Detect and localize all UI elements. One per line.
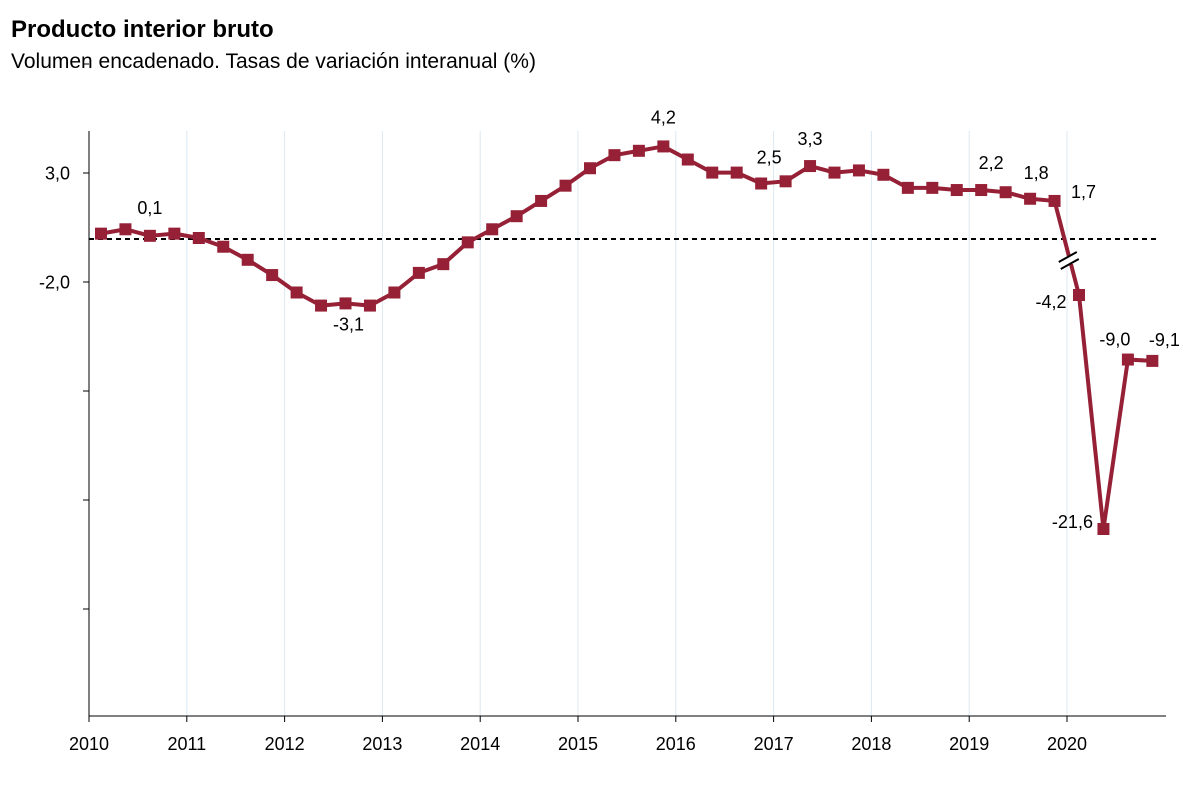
data-point <box>535 194 548 207</box>
data-point <box>901 181 914 194</box>
data-label: 1,8 <box>1024 163 1049 183</box>
data-point <box>877 168 890 181</box>
data-point <box>804 160 817 173</box>
data-point <box>388 286 401 299</box>
chart-axes: 2010 2011 2012 2013 2014 2015 2016 2017 2018 2019… <box>39 63 1166 754</box>
data-point <box>461 236 474 249</box>
data-point <box>437 258 450 271</box>
chart-subtitle: Volumen encadenado. Tasas de variación i… <box>11 50 536 73</box>
data-point <box>926 181 939 194</box>
data-label: -3,1 <box>333 315 364 335</box>
data-point <box>1073 289 1085 301</box>
data-point <box>266 269 279 282</box>
data-label: 2,5 <box>757 148 782 168</box>
data-point <box>1024 192 1037 205</box>
data-point <box>241 253 254 266</box>
data-label: -21,6 <box>1052 512 1093 532</box>
vertical-gridlines <box>186 131 1068 716</box>
data-label: 3,3 <box>798 129 823 149</box>
data-point <box>706 166 719 179</box>
data-point <box>975 184 988 197</box>
data-point <box>95 227 107 240</box>
x-tick-label-2019: 2019 <box>949 734 989 754</box>
x-tick-label-2018: 2018 <box>851 734 891 754</box>
data-point <box>315 299 328 312</box>
data-point <box>510 210 523 223</box>
data-label: -9,0 <box>1099 330 1130 350</box>
data-point <box>143 229 156 242</box>
data-point <box>755 177 768 190</box>
data-point <box>559 179 572 192</box>
chart-title: Producto interior bruto <box>11 16 274 43</box>
x-tick-label-2015: 2015 <box>558 734 598 754</box>
data-point <box>339 297 352 310</box>
data-point <box>730 166 743 179</box>
series-line <box>100 144 1153 531</box>
data-label: 4,2 <box>651 107 676 127</box>
data-point <box>1097 523 1110 535</box>
data-point <box>217 240 230 253</box>
axis-break-gap <box>1060 256 1077 264</box>
x-tick-label-2014: 2014 <box>460 734 500 754</box>
data-point <box>119 223 132 236</box>
x-tick-label-2020: 2020 <box>1047 734 1087 754</box>
data-point <box>1121 353 1134 366</box>
data-point <box>192 232 205 244</box>
axis-break-stroke <box>1058 251 1078 263</box>
gdp-series <box>95 140 1159 535</box>
x-tick-label-2013: 2013 <box>362 734 402 754</box>
x-tick-label-2016: 2016 <box>656 734 696 754</box>
data-point <box>950 184 963 197</box>
x-tick-label-2010: 2010 <box>69 734 109 754</box>
data-label: 2,2 <box>979 153 1004 173</box>
data-labels: 0,1 -3,1 4,2 2,5 3,3 2,2 1,8 1,7 -4,2 -21,6 -9,0 -9… <box>137 107 1179 532</box>
data-point <box>828 166 841 179</box>
data-label: -4,2 <box>1035 292 1066 312</box>
data-point <box>1146 354 1159 367</box>
data-label: -9,1 <box>1149 330 1180 350</box>
data-point <box>412 266 425 279</box>
data-point <box>852 164 865 177</box>
data-point <box>632 144 645 157</box>
y-tick-label: -2,0 <box>39 273 70 293</box>
data-point <box>681 153 694 166</box>
axis-break-mark <box>1058 251 1080 270</box>
data-point <box>290 286 303 299</box>
data-point <box>1048 194 1061 207</box>
x-tick-label-2012: 2012 <box>265 734 305 754</box>
data-label: 0,1 <box>137 198 162 218</box>
data-point <box>168 227 181 240</box>
data-point <box>363 299 376 312</box>
data-point <box>608 149 621 162</box>
data-label: 1,7 <box>1071 182 1096 202</box>
data-point <box>779 175 792 188</box>
data-point <box>486 223 499 236</box>
data-point <box>584 162 596 175</box>
x-tick-label-2011: 2011 <box>167 734 206 754</box>
x-tick-label-2017: 2017 <box>754 734 794 754</box>
data-point <box>999 186 1012 199</box>
axis-break-stroke <box>1060 258 1080 270</box>
y-tick-label: 3,0 <box>45 164 70 184</box>
data-point <box>657 140 670 153</box>
